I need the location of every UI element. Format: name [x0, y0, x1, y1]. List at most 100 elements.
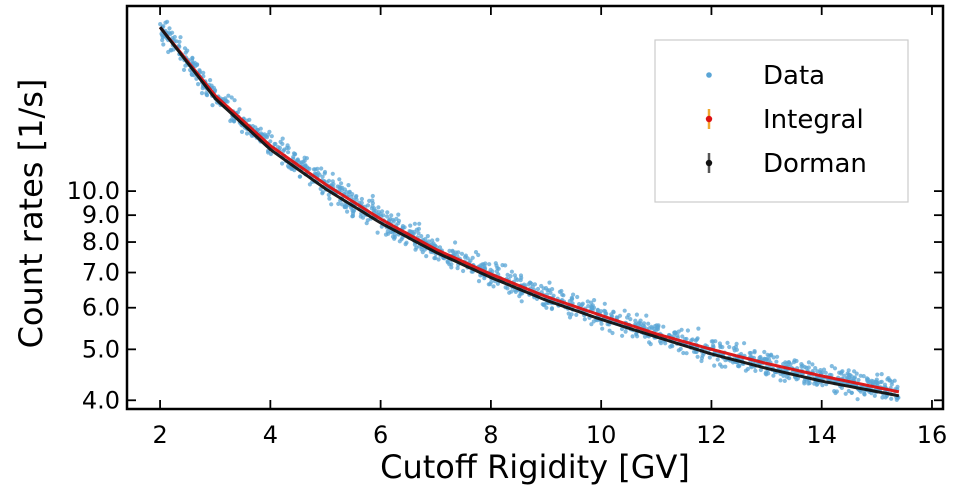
- data-point: [371, 208, 376, 213]
- y-tick-label: 5.0: [82, 335, 120, 363]
- data-point: [272, 141, 277, 147]
- data-point: [783, 360, 788, 365]
- data-point: [872, 393, 877, 398]
- data-point: [823, 370, 828, 375]
- data-point: [408, 223, 413, 228]
- data-point: [862, 392, 867, 397]
- data-point: [339, 181, 344, 186]
- data-point: [829, 373, 834, 378]
- data-point: [339, 202, 344, 207]
- data-point: [189, 72, 194, 77]
- data-point: [449, 265, 454, 270]
- data-point: [445, 260, 450, 265]
- data-point: [237, 107, 242, 112]
- data-point: [589, 322, 594, 327]
- data-point: [784, 374, 789, 379]
- data-point: [354, 197, 359, 202]
- data-point: [715, 357, 720, 362]
- data-point: [269, 134, 274, 139]
- data-point: [282, 147, 287, 152]
- data-point: [508, 274, 513, 279]
- data-point: [419, 234, 424, 239]
- data-point: [385, 229, 390, 234]
- x-tick-label: 6: [373, 421, 388, 449]
- data-point: [247, 117, 252, 122]
- data-point: [417, 221, 422, 226]
- data-point: [416, 231, 421, 236]
- data-point: [778, 378, 783, 383]
- data-point: [385, 210, 390, 215]
- data-point: [435, 237, 440, 242]
- data-point: [390, 234, 396, 239]
- data-point: [262, 134, 267, 139]
- data-point: [329, 202, 334, 207]
- data-point: [342, 187, 347, 192]
- data-point: [879, 379, 884, 384]
- data-point: [535, 286, 541, 292]
- y-axis-label: Count rates [1/s]: [12, 79, 50, 349]
- data-point: [208, 78, 213, 83]
- legend-dot: [705, 159, 713, 167]
- legend-label-dorman: Dorman: [763, 149, 867, 179]
- data-point: [346, 193, 351, 198]
- data-point: [190, 55, 195, 61]
- data-point: [165, 19, 170, 24]
- x-tick-label: 4: [263, 421, 278, 449]
- data-point: [628, 317, 633, 322]
- data-point: [696, 326, 701, 331]
- data-point: [609, 312, 614, 317]
- data-point: [419, 247, 424, 252]
- data-point: [840, 369, 845, 374]
- data-point: [774, 359, 779, 364]
- x-tick-label: 12: [696, 421, 727, 449]
- data-point: [591, 319, 596, 324]
- data-point: [370, 198, 375, 203]
- data-point: [346, 183, 351, 188]
- data-point: [232, 98, 237, 103]
- data-point: [852, 375, 858, 380]
- data-point: [515, 277, 520, 282]
- data-point: [883, 395, 888, 400]
- data-point: [889, 396, 894, 401]
- data-point: [174, 39, 179, 44]
- data-point: [231, 117, 236, 122]
- series-line-integral: [158, 26, 900, 394]
- data-point: [408, 229, 413, 235]
- data-point: [365, 203, 371, 208]
- data-point: [300, 162, 305, 167]
- data-point: [447, 248, 452, 253]
- x-tick-label: 10: [586, 421, 617, 449]
- x-tick-label: 8: [483, 421, 498, 449]
- data-point: [490, 269, 495, 274]
- data-point: [575, 294, 580, 300]
- data-point: [644, 313, 649, 318]
- data-point: [725, 340, 730, 345]
- legend-marker-dorman: [705, 153, 713, 173]
- data-point: [541, 302, 546, 307]
- data-point: [736, 364, 742, 369]
- data-point: [806, 381, 811, 386]
- data-point: [571, 292, 576, 297]
- y-axis-ticks: 4.0 5.0 6.0 7.0 8.09.010.0: [67, 177, 943, 414]
- data-point: [561, 293, 566, 298]
- data-point: [347, 189, 352, 194]
- data-point: [681, 350, 686, 356]
- data-point: [486, 282, 491, 287]
- data-point: [547, 280, 552, 285]
- data-point: [752, 349, 757, 354]
- data-point: [775, 354, 780, 359]
- data-point: [873, 379, 878, 384]
- data-point: [286, 150, 291, 155]
- y-tick-label: 4.0: [82, 386, 120, 414]
- data-point: [509, 269, 514, 274]
- data-point: [742, 341, 747, 346]
- data-point: [647, 340, 652, 345]
- data-point: [585, 299, 590, 304]
- legend-marker-integral: [705, 109, 713, 129]
- data-point: [727, 344, 732, 350]
- data-point: [416, 226, 421, 231]
- data-point: [719, 364, 725, 369]
- data-point: [856, 377, 861, 383]
- data-point: [291, 154, 296, 160]
